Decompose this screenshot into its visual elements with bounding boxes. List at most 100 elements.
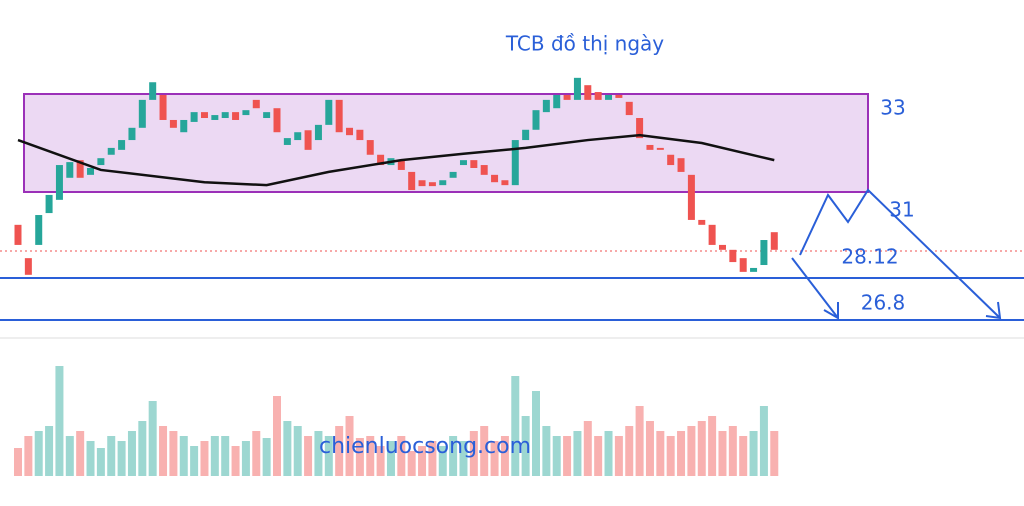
candle-body <box>45 194 53 214</box>
candle-body <box>294 132 302 141</box>
candle-body <box>335 99 343 133</box>
volume-bar <box>241 441 250 476</box>
candle-body <box>190 112 198 122</box>
volume-bar <box>324 436 333 476</box>
candle-body <box>449 171 457 178</box>
volume-bar <box>107 436 116 476</box>
volume-bar <box>418 446 427 476</box>
candle-body <box>739 258 747 272</box>
volume-bar <box>86 441 95 476</box>
volume-bar <box>200 441 209 476</box>
volume-bar <box>273 396 281 476</box>
candle-body <box>439 180 447 186</box>
volume-bar <box>749 431 758 476</box>
candle-body <box>232 112 240 120</box>
candle-body <box>149 82 157 100</box>
candle-body <box>418 180 426 187</box>
candle-body <box>729 249 737 263</box>
candle-body <box>480 165 488 175</box>
candle-body <box>273 108 281 133</box>
volume-bar <box>438 446 447 476</box>
candle-body <box>366 140 374 155</box>
forecast-arrows <box>791 188 1002 320</box>
candle-body <box>14 224 22 245</box>
volume-bar <box>34 431 43 476</box>
volume-bar <box>521 416 530 476</box>
volume-bar <box>573 431 582 476</box>
volume-bar <box>759 406 768 476</box>
candle-body <box>128 127 136 141</box>
annotation: 26.8 <box>861 291 906 315</box>
volume-bar <box>708 416 717 476</box>
candle-body <box>625 101 633 116</box>
volume-bar <box>262 438 271 476</box>
volume-bar <box>614 436 623 476</box>
annotation: 31 <box>889 198 914 222</box>
candle-body <box>708 224 716 245</box>
volume-bar <box>314 431 323 476</box>
moving-average <box>17 133 775 187</box>
volume-bar <box>221 436 230 476</box>
volume-bar <box>252 431 261 476</box>
volume-bar <box>407 451 416 476</box>
candle-body <box>346 127 354 136</box>
volume-bar <box>335 426 344 476</box>
candle-body <box>573 77 581 100</box>
candle-body <box>408 171 416 191</box>
candle-body <box>76 160 84 178</box>
volume-bar <box>449 436 458 476</box>
candle-body <box>221 112 229 119</box>
candle-body <box>594 92 602 100</box>
candle-body <box>646 144 654 150</box>
candle-body <box>314 124 322 141</box>
volume-bar <box>55 366 64 476</box>
candle-body <box>542 99 550 113</box>
candle-body <box>718 244 726 250</box>
volume-bar <box>687 426 696 476</box>
volume-bar <box>728 426 737 476</box>
candle-body <box>138 99 146 128</box>
candle-body <box>687 174 695 220</box>
volume-bar <box>532 391 540 476</box>
volume-bar <box>283 421 292 476</box>
candle-body <box>750 267 758 272</box>
candle-body <box>459 160 467 166</box>
volume-bar <box>169 431 178 476</box>
candle-body <box>107 147 115 155</box>
candle-body <box>532 110 540 130</box>
candle-body <box>522 129 530 141</box>
candle-body <box>563 94 571 100</box>
volume-bar <box>210 436 219 476</box>
volume-bar <box>625 426 634 476</box>
candle-body <box>760 240 768 266</box>
volume-bar <box>304 436 313 476</box>
volume-bar <box>293 426 302 476</box>
volume-bar <box>500 436 509 476</box>
candle-body <box>677 158 685 172</box>
candle-body <box>252 99 260 109</box>
volume-bar <box>739 436 748 476</box>
volume-bar <box>480 426 489 476</box>
candle-body <box>180 119 188 133</box>
volume-bar <box>127 431 136 476</box>
candle-body <box>304 130 312 150</box>
candle-body <box>242 110 250 116</box>
volume-bar <box>45 426 54 476</box>
chart-title: TCB đồ thị ngày <box>505 32 664 56</box>
candle-body <box>55 165 63 200</box>
candle-body <box>511 140 519 186</box>
volume-bar <box>594 436 603 476</box>
candle-body <box>356 129 364 141</box>
candle-body <box>325 99 333 125</box>
volume-bar <box>65 436 74 476</box>
candle-body <box>615 94 623 98</box>
volume-bar <box>138 421 147 476</box>
candle-body <box>584 85 592 100</box>
candle-body <box>200 112 208 119</box>
volume-bar <box>666 436 675 476</box>
volume-bar <box>645 421 654 476</box>
range-box <box>23 93 869 193</box>
volume-bar <box>376 446 385 476</box>
volume-bar <box>490 441 499 476</box>
